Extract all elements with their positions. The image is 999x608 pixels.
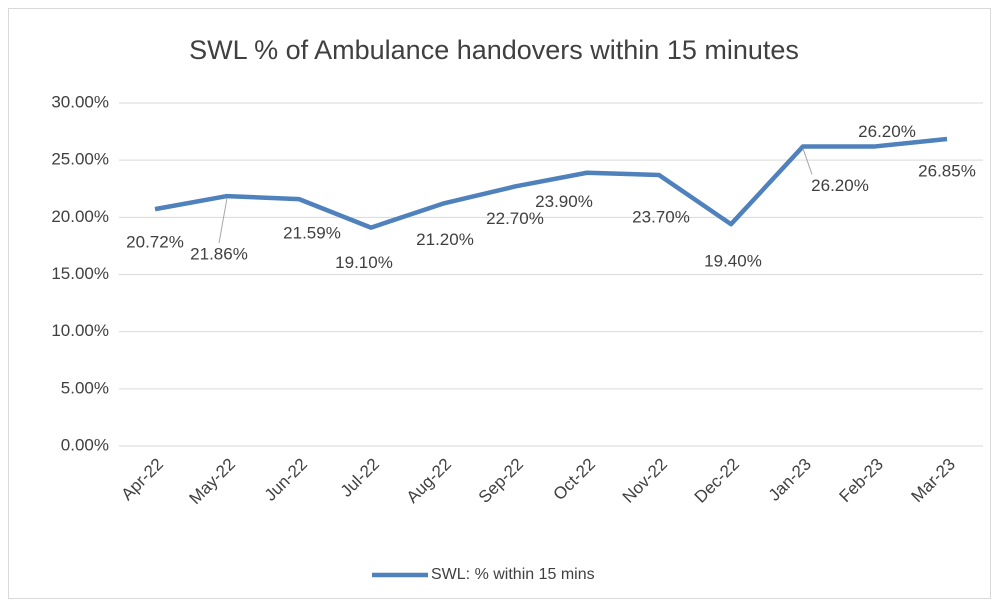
- data-label: 21.20%: [416, 230, 474, 249]
- y-tick-label: 5.00%: [61, 378, 109, 397]
- chart-border: [8, 8, 991, 599]
- y-tick-label: 30.00%: [51, 92, 109, 111]
- data-label: 20.72%: [126, 233, 184, 252]
- leader-line: [218, 197, 228, 244]
- data-label: 23.70%: [632, 208, 690, 227]
- leader-line: [802, 148, 813, 175]
- data-label: 21.86%: [190, 245, 248, 264]
- data-label: 19.10%: [335, 253, 393, 272]
- data-label: 26.20%: [811, 176, 869, 195]
- y-tick-label: 0.00%: [61, 435, 109, 454]
- data-label: 22.70%: [486, 209, 544, 228]
- data-label: 19.40%: [704, 252, 762, 271]
- y-tick-label: 25.00%: [51, 150, 109, 169]
- y-tick-label: 10.00%: [51, 321, 109, 340]
- y-tick-label: 15.00%: [51, 264, 109, 283]
- data-label: 26.20%: [858, 122, 916, 141]
- data-label: 23.90%: [535, 192, 593, 211]
- series-line: [154, 136, 948, 230]
- chart-title: SWL % of Ambulance handovers within 15 m…: [189, 35, 799, 65]
- legend-label: SWL: % within 15 mins: [431, 566, 595, 583]
- y-tick-label: 20.00%: [51, 207, 109, 226]
- data-label: 21.59%: [283, 224, 341, 243]
- data-label: 26.85%: [918, 161, 976, 180]
